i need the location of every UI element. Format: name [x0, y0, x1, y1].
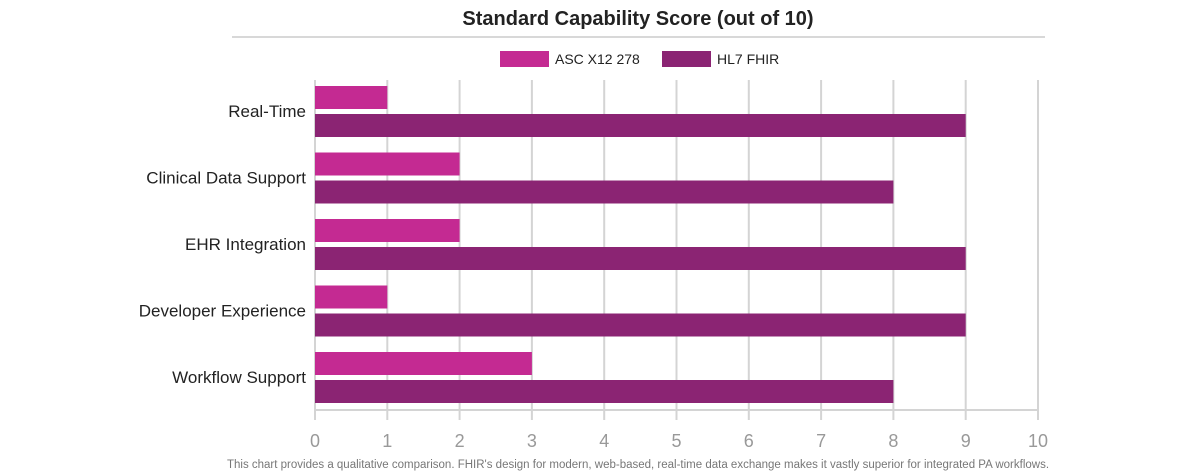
category-label: Real-Time [228, 102, 306, 121]
legend: ASC X12 278 HL7 FHIR [500, 51, 779, 67]
category-labels: Real-Time Clinical Data Support EHR Integr… [139, 102, 307, 387]
bar-asc-x12 [315, 219, 460, 242]
bar-asc-x12 [315, 285, 388, 309]
x-tick-label: 4 [599, 431, 609, 451]
bar-hl7-fhir [315, 380, 894, 403]
x-tick-label: 6 [744, 431, 754, 451]
category-label: EHR Integration [185, 235, 306, 254]
category-label: Workflow Support [172, 368, 306, 387]
category-label: Developer Experience [139, 302, 306, 321]
bar-hl7-fhir [315, 114, 966, 137]
x-tick-labels: 0 1 2 3 4 5 6 7 8 9 10 [310, 431, 1048, 451]
bar-asc-x12 [315, 152, 460, 176]
bar-hl7-fhir [315, 180, 894, 204]
bar-hl7-fhir [315, 247, 966, 270]
x-tick-label: 1 [382, 431, 392, 451]
x-tick-label: 0 [310, 431, 320, 451]
x-tick-label: 8 [888, 431, 898, 451]
x-tick-label: 2 [455, 431, 465, 451]
bar-asc-x12 [315, 86, 388, 109]
chart-title: Standard Capability Score (out of 10) [462, 8, 813, 30]
x-tick-label: 7 [816, 431, 826, 451]
x-tick-label: 10 [1028, 431, 1048, 451]
footnote: This chart provides a qualitative compar… [227, 459, 1049, 471]
legend-swatch [662, 51, 711, 67]
x-tick-label: 3 [527, 431, 537, 451]
bars [315, 86, 966, 403]
category-label: Clinical Data Support [146, 169, 306, 188]
legend-label: HL7 FHIR [717, 51, 779, 67]
bar-asc-x12 [315, 352, 532, 375]
x-tick-label: 5 [671, 431, 681, 451]
x-tick-label: 9 [961, 431, 971, 451]
legend-label: ASC X12 278 [555, 51, 640, 67]
legend-swatch [500, 51, 549, 67]
bar-hl7-fhir [315, 313, 966, 337]
